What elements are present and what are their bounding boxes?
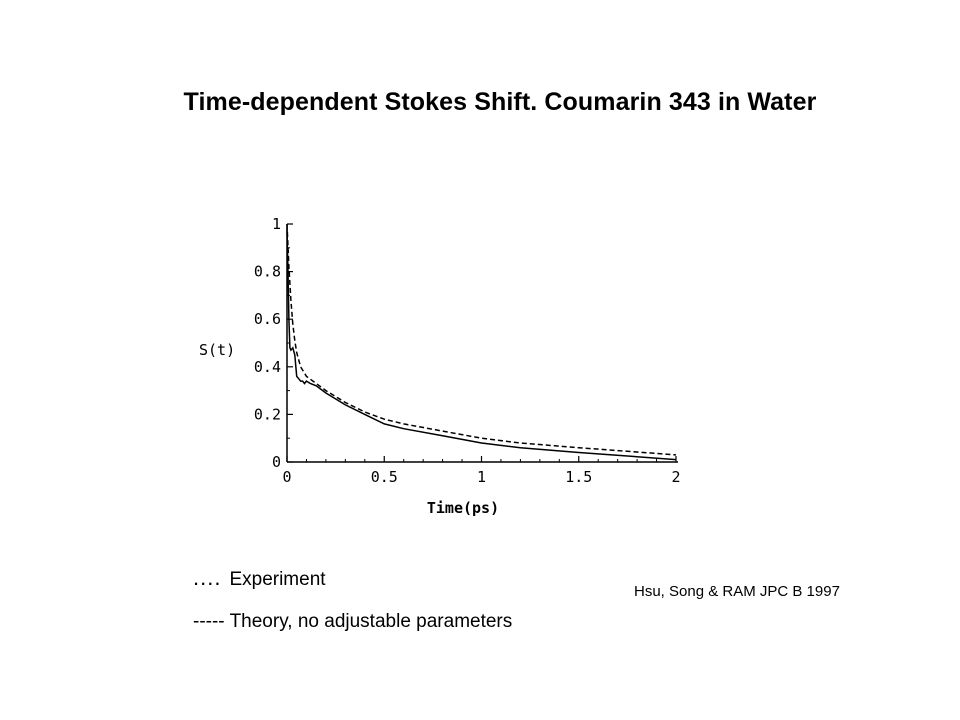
y-tick-label: 0 [272, 453, 281, 471]
theory-series-line [286, 223, 677, 456]
legend-theory: ----- Theory, no adjustable parameters [193, 611, 513, 632]
x-tick-label: 1.5 [565, 468, 592, 486]
legend-experiment-marker: .... [193, 565, 222, 590]
y-tick-label: 0.6 [254, 310, 281, 328]
x-tick-label: 0.5 [371, 468, 398, 486]
chart-series [286, 223, 677, 461]
y-tick-label: 0.8 [254, 263, 281, 281]
citation: Hsu, Song & RAM JPC B 1997 [634, 583, 840, 600]
experiment-series-line [286, 228, 677, 461]
y-axis-label: S(t) [199, 341, 235, 359]
x-tick-label: 1 [477, 468, 486, 486]
x-tick-label: 2 [671, 468, 680, 486]
chart-ticks: 0 0.2 0.4 0.6 0.8 1 0 0.5 1 1.5 2 [254, 215, 681, 486]
y-tick-label: 0.2 [254, 405, 281, 423]
x-tick-label: 0 [282, 468, 291, 486]
y-tick-label: 0.4 [254, 358, 281, 376]
y-tick-label: 1 [272, 215, 281, 233]
legend-experiment-label: Experiment [229, 569, 326, 590]
legend-experiment: .... Experiment [193, 565, 326, 591]
x-axis-label: Time(ps) [427, 499, 499, 517]
chart-axes [286, 224, 678, 463]
page-title: Time-dependent Stokes Shift. Coumarin 34… [183, 88, 817, 116]
